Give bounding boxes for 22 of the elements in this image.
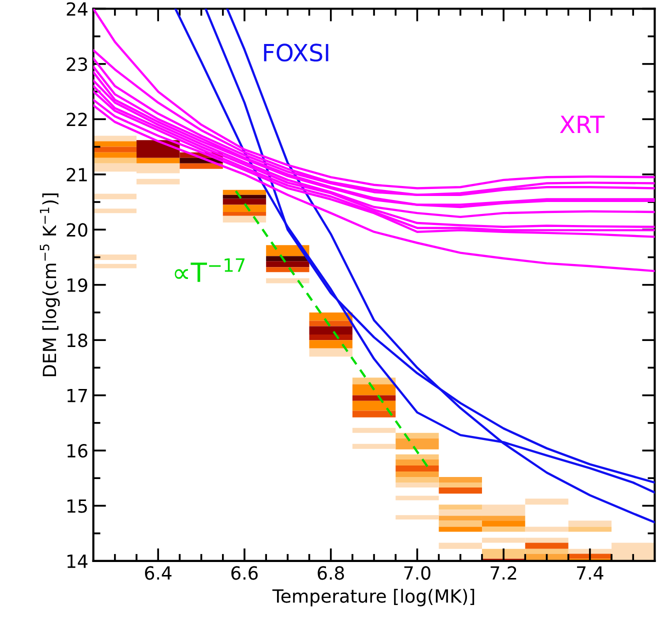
x-axis-title: Temperature [log(MK)] — [272, 588, 474, 606]
x-tick-label: 7.0 — [404, 566, 430, 580]
y-axis-title: DEM [log(cm$^{−5}$ K$^{−1}$)] — [40, 193, 60, 376]
x-tick-label: 7.2 — [490, 566, 516, 580]
y-tick-label: 22 — [66, 112, 87, 126]
y-tick-label: 20 — [66, 223, 88, 237]
x-tick-label: 6.8 — [318, 566, 344, 580]
x-tick-label: 6.4 — [145, 566, 172, 580]
y-tick-label: 21 — [66, 168, 87, 182]
x-tick-label: 6.6 — [231, 566, 258, 580]
y-tick-label: 14 — [67, 554, 88, 568]
y-tick-label: 18 — [67, 334, 88, 348]
annotation: ∝T$^{−17}$ — [174, 258, 245, 282]
y-tick-label: 19 — [67, 278, 88, 292]
y-tick-label: 17 — [67, 389, 87, 402]
text: FOXSI — [264, 44, 328, 62]
x-tick-label: 7.4 — [577, 566, 604, 580]
y-tick-label: 16 — [67, 444, 88, 458]
series-label: XRT — [560, 116, 605, 133]
y-tick-label: 15 — [67, 499, 87, 513]
y-tick-label: 24 — [66, 2, 88, 16]
y-tick-label: 23 — [66, 57, 88, 72]
